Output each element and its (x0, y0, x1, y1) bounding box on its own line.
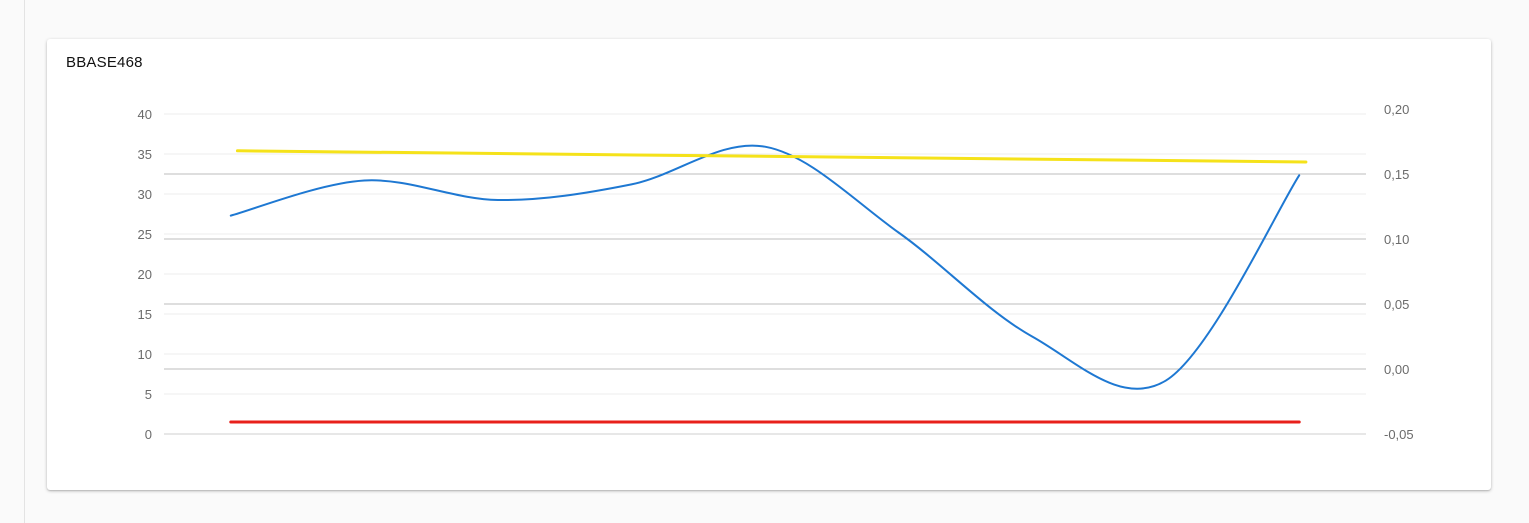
chart-card: BBASE468 40 35 30 25 20 15 10 5 0 0,20 0,15 0,10 0,0… (47, 39, 1491, 490)
y-left-tick-label: 25 (138, 227, 152, 242)
y-right-tick-label: 0,20 (1384, 102, 1409, 117)
y-left-tick-label: 15 (138, 307, 152, 322)
y-left-tick-label: 10 (138, 347, 152, 362)
page-left-divider (24, 0, 25, 523)
y-left-tick-label: 40 (138, 107, 152, 122)
chart-title: BBASE468 (66, 54, 143, 71)
y-right-tick-label: 0,00 (1384, 362, 1409, 377)
y-left-tick-label: 5 (145, 387, 152, 402)
y-right-tick-label: 0,15 (1384, 167, 1409, 182)
line-chart: 40 35 30 25 20 15 10 5 0 0,20 0,15 0,10 0,05 0,00 -0,0… (138, 102, 1414, 442)
y-right-tick-label: 0,05 (1384, 297, 1409, 312)
y-left-tick-label: 0 (145, 427, 152, 442)
y-right-tick-label: -0,05 (1384, 427, 1414, 442)
series-line-1 (229, 144, 1301, 390)
series-line-2 (235, 149, 1308, 164)
y-left-tick-label: 35 (138, 147, 152, 162)
y-left-tick-label: 30 (138, 187, 152, 202)
y-left-tick-label: 20 (138, 267, 152, 282)
y-right-tick-label: 0,10 (1384, 232, 1409, 247)
